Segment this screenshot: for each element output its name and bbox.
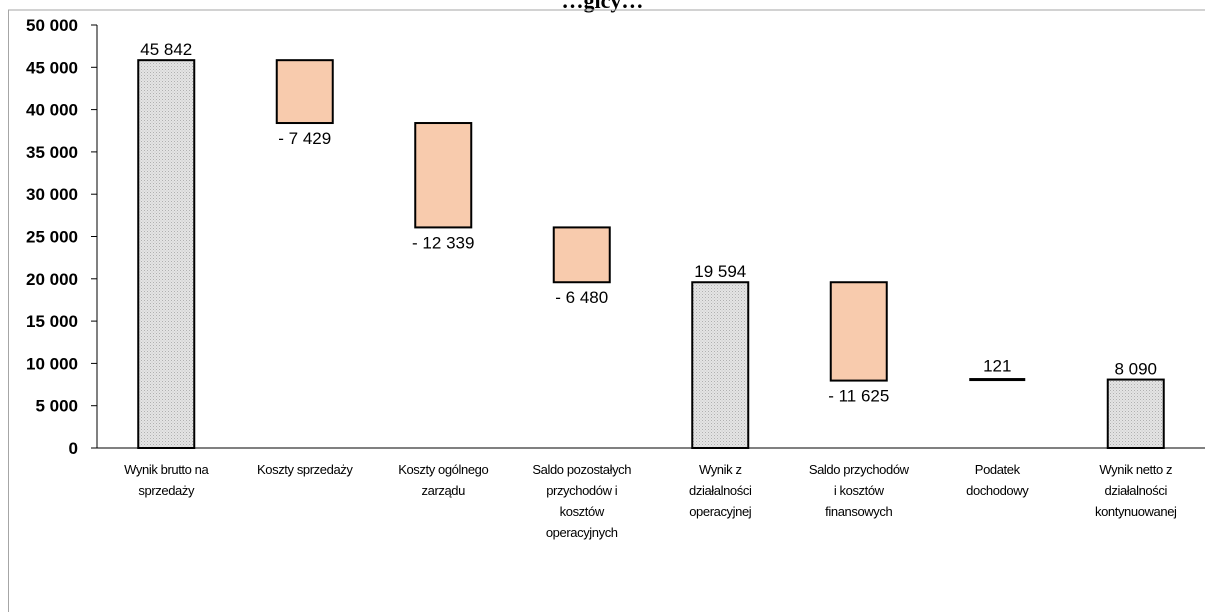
y-tick-label: 5 000	[35, 397, 78, 416]
x-category-label-line: Koszty sprzedaży	[257, 462, 353, 477]
x-category-label: Koszty ogólnego zarządu	[398, 462, 488, 498]
x-category-label-line: Koszty ogólnego	[398, 462, 488, 477]
x-category-label-line: finansowych	[825, 504, 892, 519]
data-label: - 7 429	[278, 129, 331, 148]
bar-increase	[969, 378, 1026, 382]
x-category-label-line: Wynik brutto na	[124, 462, 209, 477]
data-label: - 12 339	[412, 233, 474, 252]
data-label: 19 594	[694, 262, 746, 281]
x-category-label: Podatek dochodowy	[966, 462, 1029, 498]
x-category-label: Wynik brutto na sprzedaży	[124, 462, 209, 498]
bar-decrease	[552, 226, 611, 284]
x-category-label-line: dochodowy	[966, 483, 1029, 498]
bar-total	[137, 59, 196, 450]
y-tick-label: 35 000	[26, 143, 78, 162]
data-label: 121	[983, 357, 1011, 376]
bar-total	[1106, 378, 1165, 449]
x-category-label: Koszty sprzedaży	[257, 462, 353, 477]
x-category-label-line: działalności	[689, 483, 752, 498]
x-category-label-line: Podatek	[975, 462, 1021, 477]
x-category-label: Saldo przychodów i kosztów finansowych	[809, 462, 910, 519]
y-tick-label: 50 000	[26, 16, 78, 35]
x-category-label-line: Saldo pozostałych	[532, 462, 631, 477]
x-category-label-line: kosztów	[560, 504, 605, 519]
x-category-label-line: przychodów i	[546, 483, 618, 498]
x-category-label-line: Saldo przychodów	[809, 462, 910, 477]
x-category-label-line: i kosztów	[834, 483, 885, 498]
x-category-label-line: Wynik netto z	[1099, 462, 1172, 477]
x-category-label-line: zarządu	[422, 483, 466, 498]
data-label: 45 842	[140, 40, 192, 59]
x-category-label: Saldo pozostałych przychodów i kosztów oper…	[532, 462, 631, 540]
bar-decrease	[829, 281, 888, 382]
y-tick-label: 40 000	[26, 101, 78, 120]
data-label: - 11 625	[828, 387, 889, 406]
y-tick-label: 10 000	[26, 354, 78, 373]
bar-total	[691, 281, 750, 450]
data-label: 8 090	[1114, 360, 1157, 379]
x-category-label-line: operacyjnej	[689, 504, 752, 519]
data-label: - 6 480	[555, 288, 608, 307]
y-tick-label: 30 000	[26, 185, 78, 204]
x-category-label-line: Wynik z	[699, 462, 742, 477]
bar-decrease	[414, 122, 473, 229]
x-category-label-line: działalności	[1105, 483, 1168, 498]
x-category-label-line: sprzedaży	[138, 483, 195, 498]
x-category-label: Wynik netto z działalności kontynuowanej	[1095, 462, 1177, 519]
x-category-label-line: operacyjnych	[546, 525, 618, 540]
y-tick-label: 20 000	[26, 270, 78, 289]
y-tick-label: 45 000	[26, 58, 78, 77]
y-tick-label: 25 000	[26, 228, 78, 247]
x-category-label-line: kontynuowanej	[1095, 504, 1177, 519]
bar-decrease	[275, 59, 334, 125]
y-tick-label: 15 000	[26, 312, 78, 331]
y-tick-label: 0	[69, 439, 78, 458]
chart-frame	[8, 9, 1205, 612]
x-category-label: Wynik z działalności operacyjnej	[689, 462, 752, 519]
